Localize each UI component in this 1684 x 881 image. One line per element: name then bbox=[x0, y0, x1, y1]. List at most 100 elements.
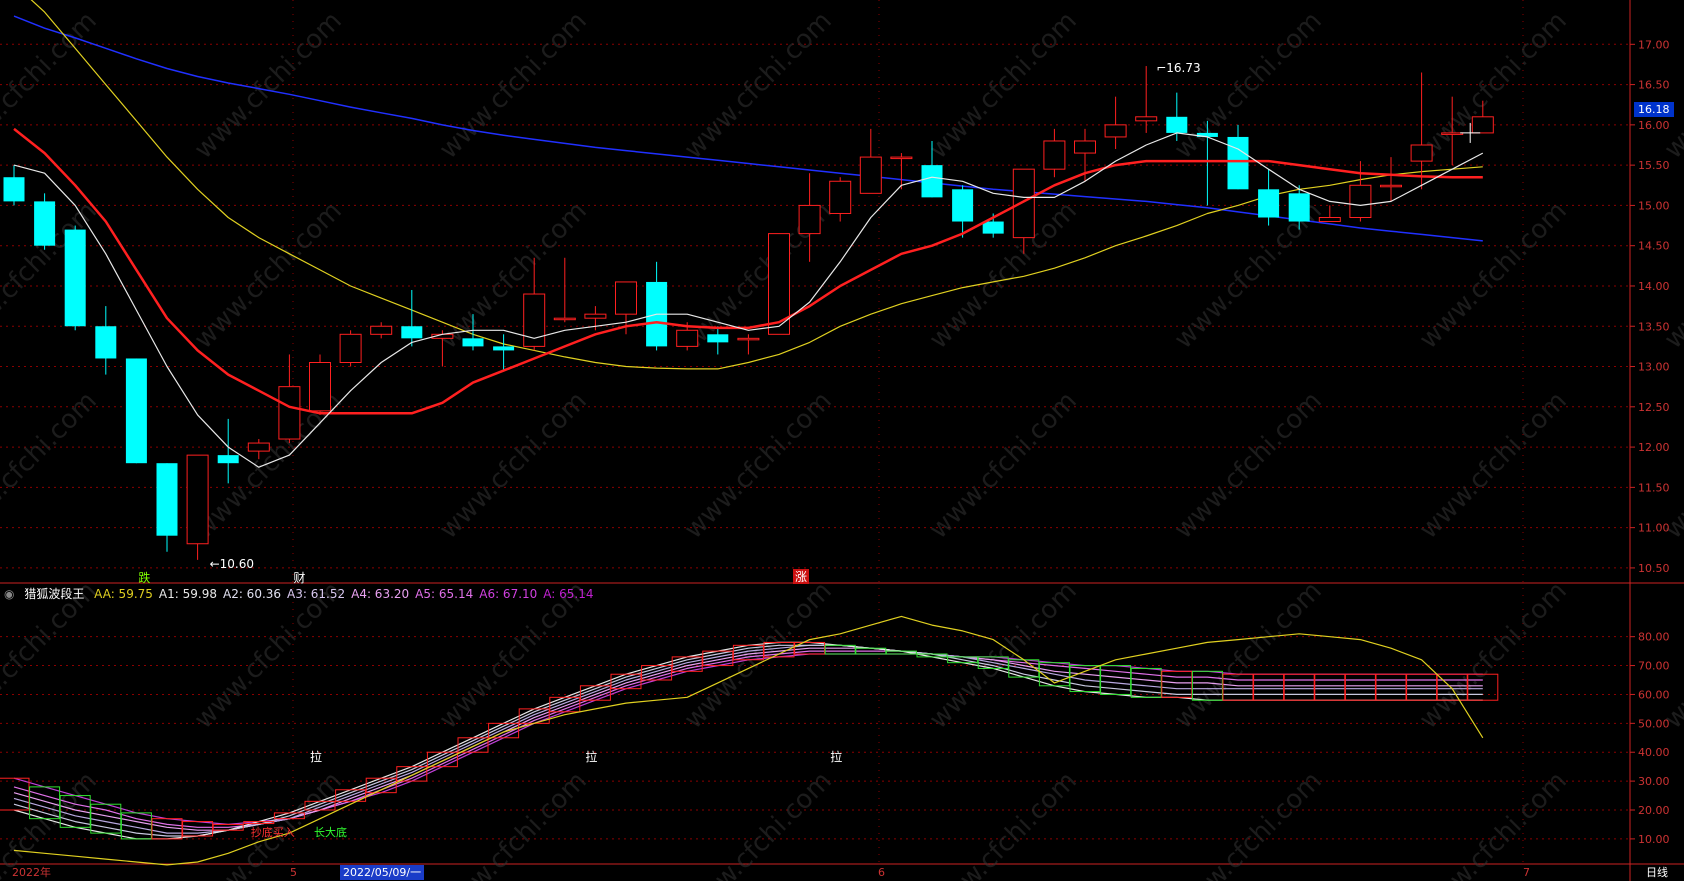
period-label[interactable]: 日线 bbox=[1646, 866, 1668, 879]
price-tick-label: 13.50 bbox=[1638, 320, 1670, 333]
watermark-text: www.cfchi.com bbox=[1414, 196, 1573, 355]
price-tick-label: 16.00 bbox=[1638, 119, 1670, 132]
candle-body-up bbox=[768, 233, 790, 335]
ma-red-line bbox=[13, 127, 1483, 415]
band-box bbox=[29, 786, 61, 820]
marker-la: 拉 bbox=[830, 749, 842, 764]
price-panel[interactable] bbox=[3, 0, 1494, 560]
band-box bbox=[59, 795, 91, 828]
price-tick-label: 11.50 bbox=[1638, 481, 1670, 494]
price-tick-label: 17.00 bbox=[1638, 38, 1670, 51]
band-box bbox=[304, 800, 336, 811]
watermark-text: www.cfchi.com bbox=[1659, 576, 1684, 735]
indicator-tick-label: 70.00 bbox=[1638, 660, 1670, 673]
candle-body-down bbox=[156, 463, 178, 536]
marker-la: 拉 bbox=[310, 749, 322, 764]
candle-body-down bbox=[1288, 193, 1310, 222]
indicator-tick-label: 20.00 bbox=[1638, 804, 1670, 817]
price-tick-label: 14.50 bbox=[1638, 240, 1670, 253]
high-price-label: ⌐16.73 bbox=[1156, 61, 1200, 75]
candle-body-up bbox=[1410, 144, 1433, 162]
band-box bbox=[1038, 662, 1070, 687]
band-box bbox=[1406, 673, 1438, 701]
price-tick-label: 12.50 bbox=[1638, 401, 1670, 414]
candle-body-up bbox=[829, 180, 852, 214]
band-box bbox=[916, 653, 948, 658]
aa-line bbox=[13, 615, 1484, 866]
band-box bbox=[1375, 673, 1407, 701]
price-tick-label: 13.00 bbox=[1638, 361, 1670, 374]
indicator-name[interactable]: 猎狐波段王 bbox=[24, 587, 85, 601]
candle-body-up bbox=[247, 442, 270, 452]
band-box bbox=[212, 823, 244, 831]
band-box bbox=[457, 737, 489, 753]
candle-body-up bbox=[737, 337, 760, 341]
candle-body-up bbox=[1012, 168, 1035, 239]
candle-body-up bbox=[309, 362, 331, 412]
current-price-tag: 16.18 bbox=[1634, 102, 1674, 118]
band-box bbox=[794, 641, 826, 655]
indicator-tick-label: 50.00 bbox=[1638, 717, 1670, 730]
watermark-text: www.cfchi.com bbox=[1169, 576, 1328, 735]
band-box bbox=[671, 656, 703, 672]
band-box bbox=[1314, 673, 1346, 701]
watermark-text: www.cfchi.com bbox=[1414, 6, 1573, 165]
band-box bbox=[1436, 673, 1468, 701]
watermark-text: www.cfchi.com bbox=[189, 6, 348, 165]
candle-body-up bbox=[615, 281, 637, 315]
band-box bbox=[0, 777, 30, 811]
band-A2 bbox=[13, 644, 1483, 837]
ma-blue-line bbox=[13, 15, 1483, 242]
watermark-text: www.cfchi.com bbox=[434, 196, 593, 355]
band-box bbox=[1222, 673, 1254, 701]
candle-body-up bbox=[553, 317, 576, 321]
price-tick-label: 11.00 bbox=[1638, 522, 1670, 535]
band-box bbox=[120, 812, 152, 840]
watermark-text: www.cfchi.com bbox=[434, 6, 593, 165]
candle-body-up bbox=[186, 454, 209, 545]
band-box bbox=[1344, 673, 1376, 701]
watermark-text: www.cfchi.com bbox=[679, 386, 838, 545]
watermark-text: www.cfchi.com bbox=[1414, 386, 1573, 545]
band-box bbox=[365, 777, 397, 794]
price-tick-label: 15.00 bbox=[1638, 199, 1670, 212]
candle-body-down bbox=[1258, 189, 1280, 218]
legend-item: A6: 67.10 bbox=[479, 587, 538, 601]
price-tick-label: 10.50 bbox=[1638, 562, 1670, 575]
band-box bbox=[426, 751, 458, 768]
candle-body-down bbox=[217, 455, 239, 464]
band-box bbox=[1283, 673, 1315, 701]
candle-body-up bbox=[1135, 116, 1158, 122]
settings-icon[interactable]: ◉ bbox=[4, 587, 15, 601]
candle-body-down bbox=[982, 221, 1004, 234]
candle-body-up bbox=[584, 313, 607, 319]
legend-item: A: 65.14 bbox=[543, 587, 594, 601]
cursor-date: 2022/05/09/一 bbox=[340, 865, 425, 880]
indicator-tick-label: 30.00 bbox=[1638, 775, 1670, 788]
indicator-panel[interactable] bbox=[0, 615, 1499, 866]
indicator-tick-label: 40.00 bbox=[1638, 746, 1670, 759]
candle-body-up bbox=[859, 156, 882, 194]
candle-body-down bbox=[64, 229, 86, 327]
band-box bbox=[549, 696, 581, 713]
watermark-text: www.cfchi.com bbox=[924, 386, 1083, 545]
ma-yellow-line bbox=[30, 0, 1483, 370]
band-box bbox=[1100, 665, 1132, 695]
band-box bbox=[335, 789, 367, 802]
indicator-tick-label: 60.00 bbox=[1638, 688, 1670, 701]
x-label-may: 5 bbox=[290, 866, 297, 879]
band-box bbox=[90, 803, 122, 834]
y-axis: 10.50 11.00 11.50 12.00 12.50 13.00 13.50 14.00… bbox=[1630, 38, 1670, 846]
watermark-text: www.cfchi.com bbox=[0, 386, 103, 545]
candle-body-up bbox=[1349, 184, 1372, 218]
marker-la: 拉 bbox=[585, 749, 597, 764]
candle-body-up bbox=[1104, 124, 1127, 138]
legend-item: AA: 59.75 bbox=[94, 587, 153, 601]
band-box bbox=[947, 656, 979, 664]
low-price-label: ←10.60 bbox=[210, 557, 254, 571]
band-box bbox=[824, 644, 856, 655]
band-box bbox=[1467, 673, 1499, 701]
watermark-text: www.cfchi.com bbox=[189, 196, 348, 355]
